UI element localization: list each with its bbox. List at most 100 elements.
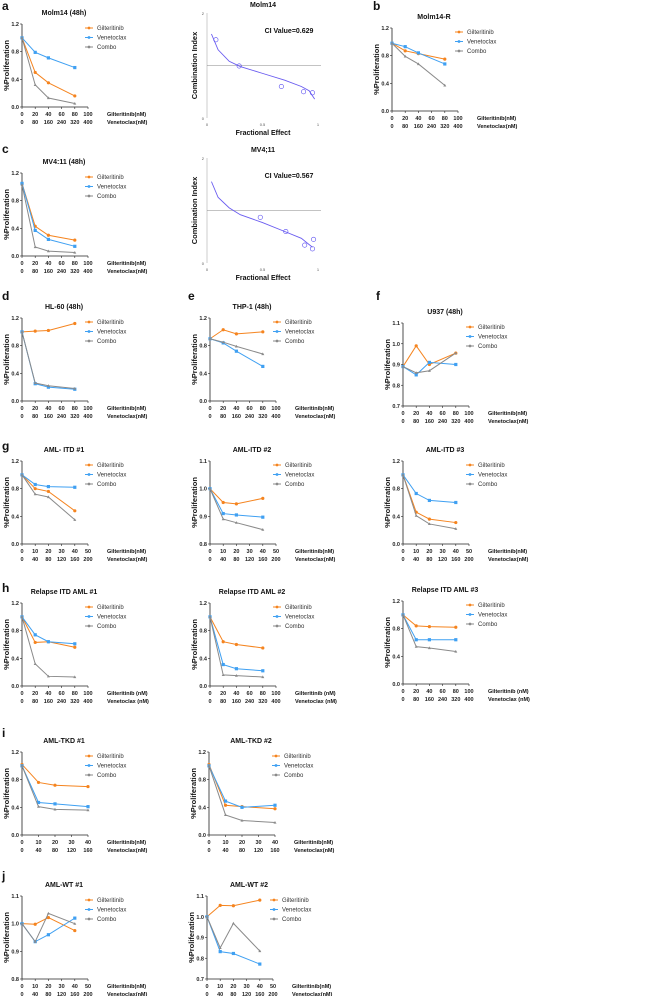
legend-marker [87,908,91,911]
legend-marker [87,624,91,628]
legend-marker [87,917,91,921]
x-tick-label-gilteritinib: 100 [453,116,462,122]
chart-title: Relapse ITD AML #2 [219,589,286,596]
legend-marker [275,339,279,343]
chart-title: THP-1 (48h) [233,304,272,311]
chart-title: Molm14-R [417,14,450,21]
series-line-venetoclax [209,616,263,672]
x-tick-label-gilteritinib: 40 [453,549,459,555]
x-tick-label-gilteritinib: 0 [20,691,23,697]
data-point-gilteritinib [258,898,262,902]
data-point-gilteritinib [73,94,77,98]
x-tick-label-venetoclax: 240 [245,699,254,705]
legend-item-combo: Combo [272,773,304,779]
x-tick-label-gilteritinib: 20 [32,691,38,697]
panel-letter: f [376,289,381,303]
legend-marker [275,473,279,476]
x-tick-label-gilteritinib: 30 [247,549,253,555]
x-axis-label: Fractional Effect [236,130,292,137]
y-tick-label: 0.0 [381,109,389,115]
legend-marker [87,320,91,324]
legend-item-combo: Combo [85,45,117,51]
x-tick-label-venetoclax: 240 [245,414,254,420]
x-axis-label-gilteritinib: Gilteritinib(nM) [107,261,146,267]
series-line-venetoclax [391,42,445,65]
legend-item-gilteritinib: Gilteritinib [273,320,312,326]
x-tick-label-gilteritinib: 50 [85,984,91,990]
x-axis-label-gilteritinib: Gilteritinib(nM) [488,411,527,417]
x-tick-label-gilteritinib: 0 [390,116,393,122]
x-tick-label-gilteritinib: 40 [72,549,78,555]
x-tick-label-gilteritinib: 80 [442,116,448,122]
y-tick-label: 0.8 [392,627,400,633]
series-line-combo [21,37,75,105]
x-axis-label-venetoclax: Venetoclax(nM) [488,419,529,425]
x-tick-label-venetoclax: 80 [413,697,419,703]
series-line-gilteritinib [206,899,260,918]
x-tick-label-venetoclax: 320 [451,697,460,703]
legend-label: Venetoclax [478,335,507,341]
x-tick-label-venetoclax: 160 [425,697,434,703]
x-tick-label-venetoclax: 400 [83,699,92,705]
y-axis-label: %Proliferation [383,339,392,390]
chart-title: AML-ITD #2 [233,447,272,454]
legend-label: Venetoclax [97,764,126,770]
y-tick-label: 1.2 [11,316,19,322]
y-tick-label: 0.8 [381,54,389,60]
x-tick-label-gilteritinib: 0 [20,840,23,846]
data-point-venetoclax [223,799,228,803]
legend-item-gilteritinib: Gilteritinib [272,754,311,760]
data-point-gilteritinib [36,780,41,785]
legend-label: Combo [285,482,305,488]
ci-data-point [257,214,263,220]
x-tick-label-gilteritinib: 40 [45,261,51,267]
x-tick-label-gilteritinib: 20 [402,116,408,122]
x-tick-label-venetoclax: 80 [426,557,432,563]
legend-label: Gilteritinib [284,754,311,760]
x-tick-label-gilteritinib: 20 [230,984,236,990]
data-point-combo [53,807,57,811]
x-tick-label-gilteritinib: 40 [272,840,278,846]
x-tick-label-venetoclax: 40 [32,992,38,996]
x-tick-label-gilteritinib: 40 [415,116,421,122]
legend-label: Gilteritinib [285,605,312,611]
x-tick-label-gilteritinib: 100 [83,261,92,267]
legend-marker [468,325,472,329]
ci-data-point [309,90,315,96]
ci-data-point [283,229,289,235]
legend-item-combo: Combo [273,624,305,630]
x-tick-label-gilteritinib: 60 [59,406,65,412]
y-tick-label: 0.0 [11,399,19,405]
x-tick-label-venetoclax: 120 [67,848,76,854]
legend-marker [87,473,91,476]
x-tick-label-venetoclax: 400 [83,269,92,275]
x-axis-label-venetoclax: Venetoclax (nM) [107,699,149,705]
legend-label: Combo [97,45,117,51]
x-tick-label-venetoclax: 0 [390,124,393,130]
data-point-venetoclax [454,362,458,367]
data-point-venetoclax [73,244,77,248]
x-tick-label-gilteritinib: 50 [270,984,276,990]
legend-item-gilteritinib: Gilteritinib [270,898,309,904]
chart-title: U937 (48h) [427,309,462,316]
x-tick-label-venetoclax: 80 [402,124,408,130]
data-point-venetoclax [240,805,244,809]
y-tick-label: 1.2 [392,599,400,605]
legend-marker [87,330,91,333]
data-point-combo [33,245,37,249]
x-tick-label-gilteritinib: 80 [453,411,459,417]
x-tick-label-gilteritinib: 20 [233,549,239,555]
data-point-combo [33,492,37,496]
data-point-combo [33,83,37,86]
x-tick-label-venetoclax: 160 [83,848,92,854]
data-point-gilteritinib [73,238,77,242]
chart-title: AML-WT #2 [230,882,268,889]
x-tick-label-gilteritinib: 60 [247,691,253,697]
x-tick-label-gilteritinib: 60 [247,406,253,412]
x-tick-label-gilteritinib: 80 [260,691,266,697]
legend-marker [468,603,472,607]
x-tick-label-gilteritinib: 60 [429,116,435,122]
x-tick-label-venetoclax: 240 [438,697,447,703]
data-point-venetoclax [454,638,458,642]
data-point-gilteritinib [53,783,57,787]
